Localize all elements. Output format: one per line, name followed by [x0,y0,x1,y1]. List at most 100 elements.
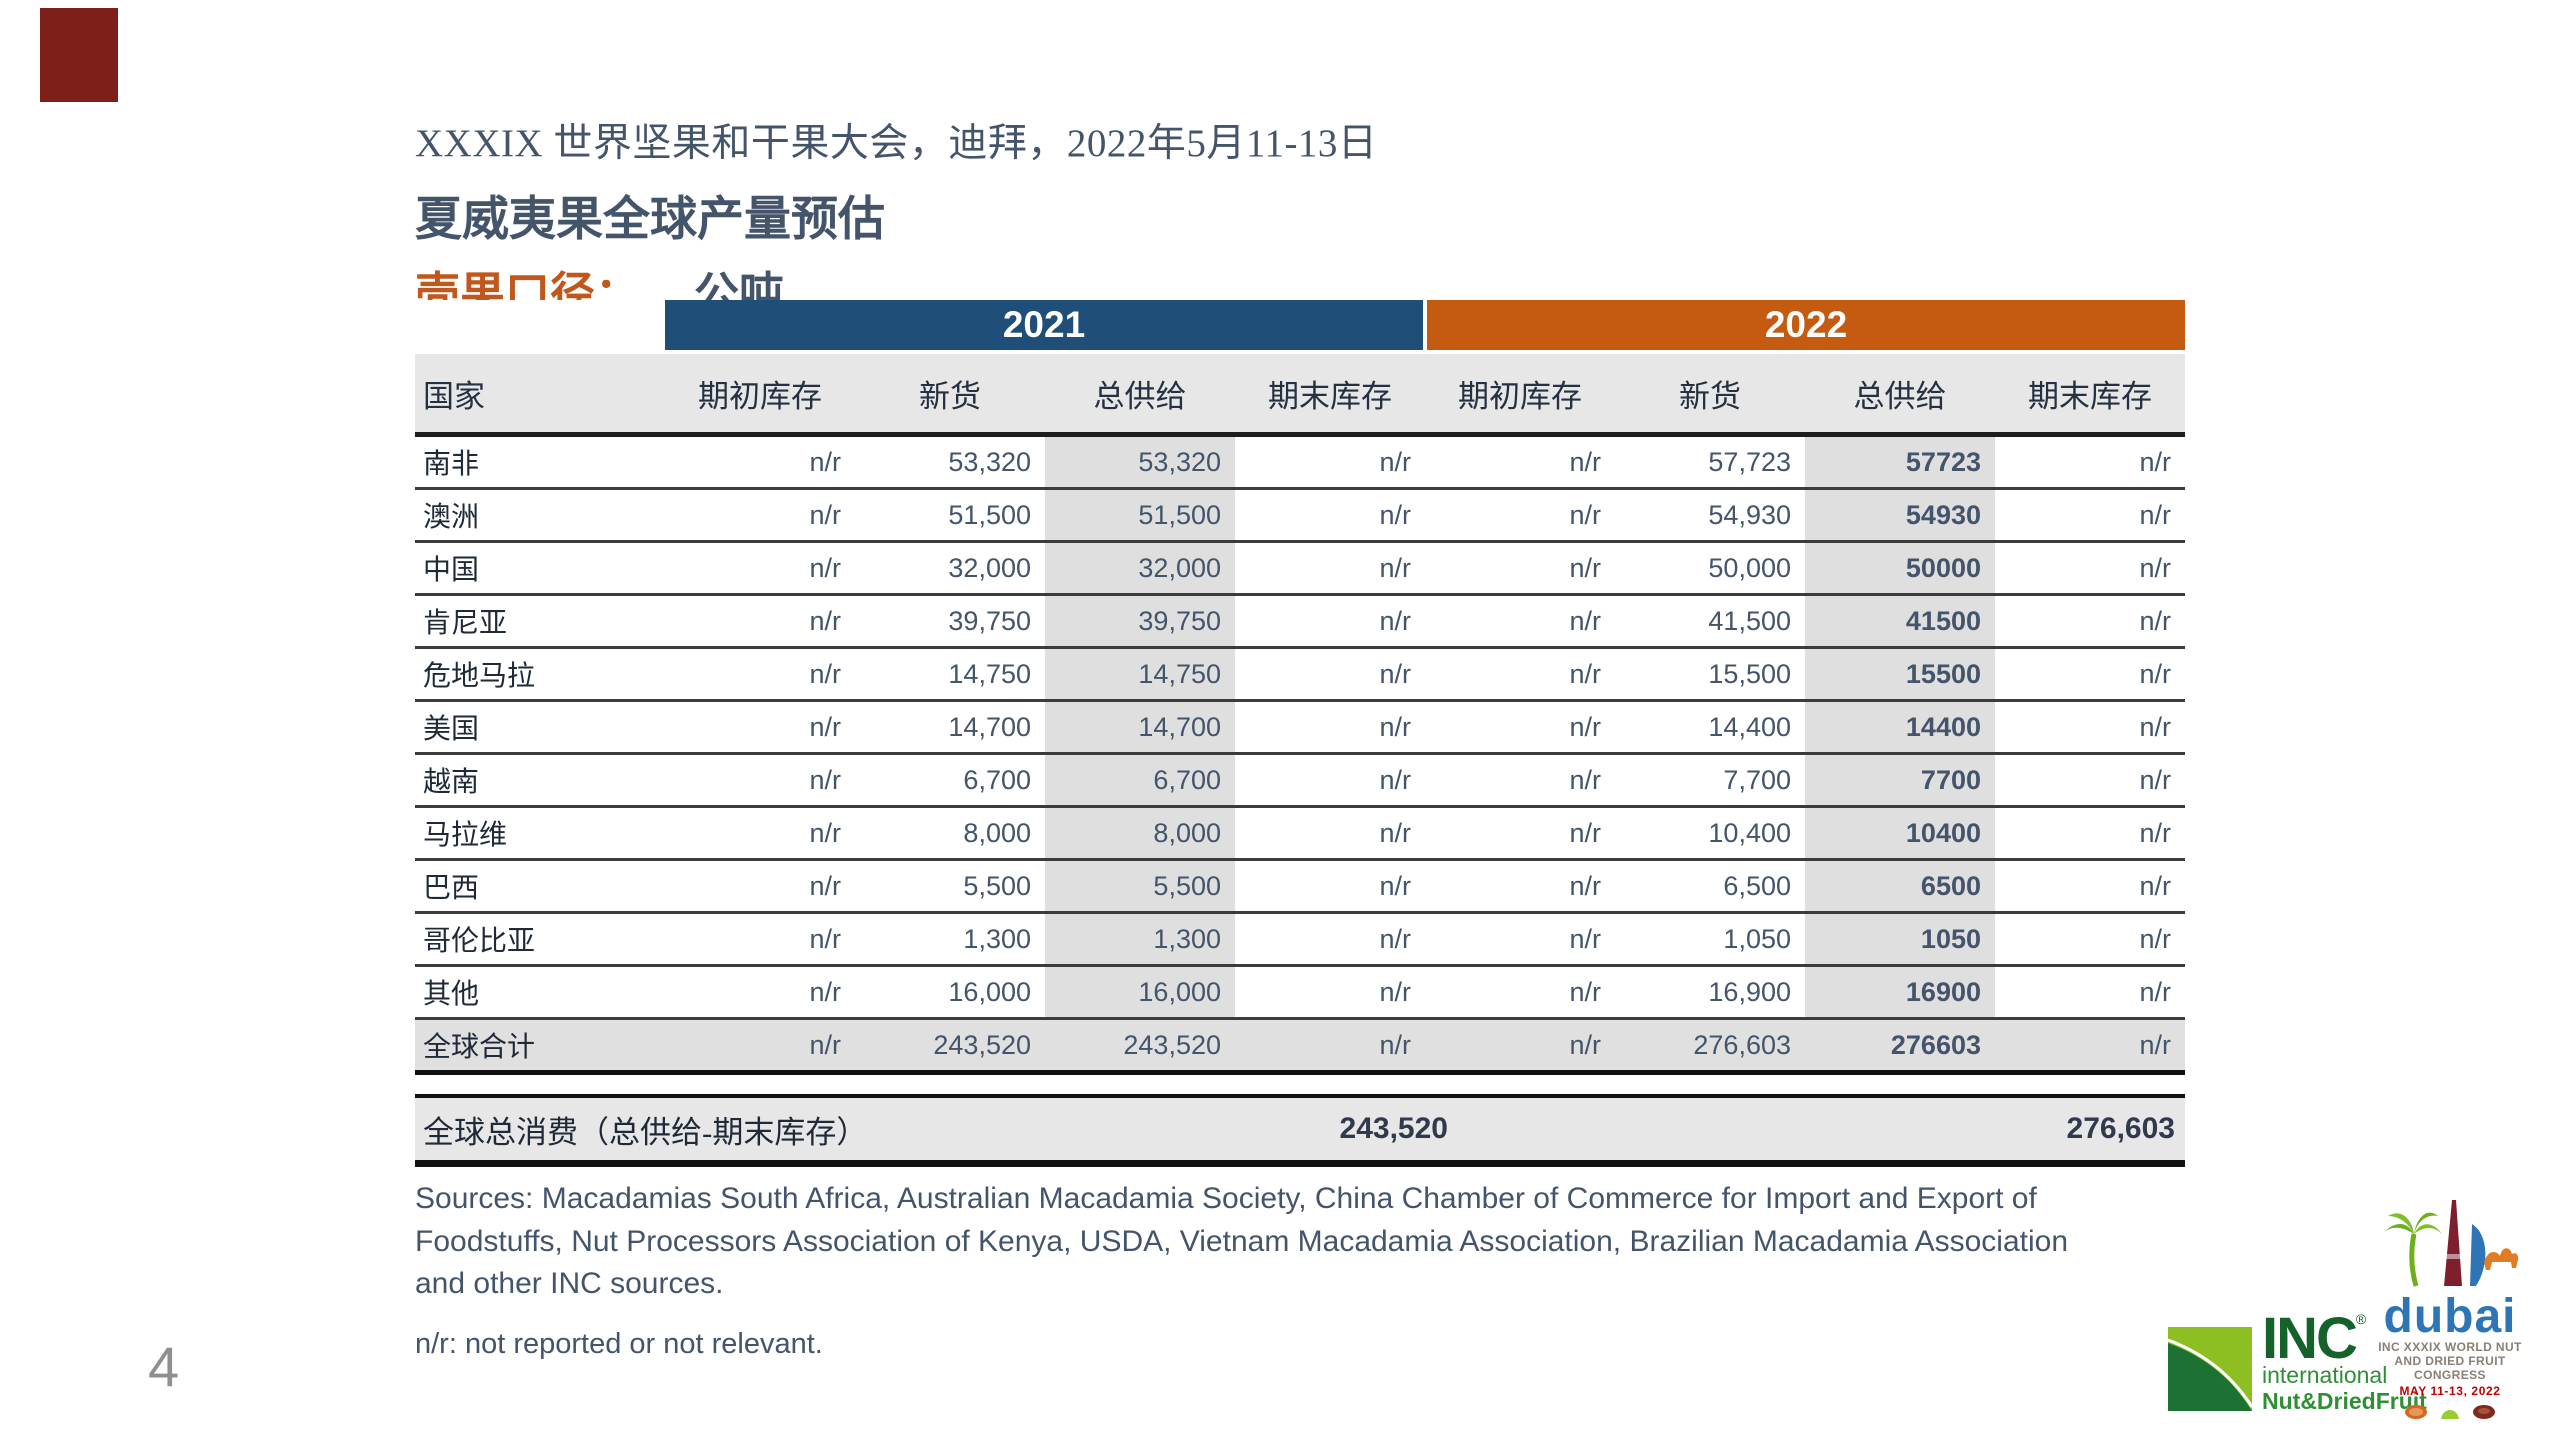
column-header: 总供给 [1045,350,1235,437]
value-cell: 1,050 [1615,912,1805,967]
value-cell: n/r [1995,965,2185,1020]
dubai-wordmark: dubai [2383,1290,2517,1344]
value-cell: 10,400 [1615,806,1805,861]
value-cell: n/r [1235,753,1425,808]
inc-acronym: INC® [2262,1306,2366,1371]
value-cell: 41,500 [1615,594,1805,649]
nut-icons [2368,1403,2532,1421]
value-cell: n/r [1425,434,1615,490]
value-cell: 54,930 [1615,488,1805,543]
value-cell: 6,500 [1615,859,1805,914]
value-cell: 8,000 [855,806,1045,861]
value-cell: 7700 [1805,753,1995,808]
table-row: 巴西 n/r 5,500 5,500 n/r n/r 6,500 6500 n/… [415,859,2185,914]
column-header-country: 国家 [415,350,665,437]
value-cell: n/r [665,647,855,702]
year-banner-row: 2021 2022 [415,300,2185,352]
value-cell: n/r [1235,541,1425,596]
country-cell: 巴西 [415,859,665,914]
value-cell: n/r [1995,541,2185,596]
value-cell: 41500 [1805,594,1995,649]
congress-name-line2: AND DRIED FRUIT CONGRESS [2394,1354,2506,1382]
value-cell: 5,500 [1045,859,1235,914]
value-cell: 14,700 [855,700,1045,755]
value-cell: 7,700 [1615,753,1805,808]
pistachio-icon [2441,1409,2459,1419]
country-cell: 肯尼亚 [415,594,665,649]
year-2021-banner: 2021 [665,300,1425,352]
inc-logo-text: INC® international Nut&DriedFruit [2262,1306,2427,1416]
table-row: 全球合计 n/r 243,520 243,520 n/r n/r 276,603… [415,1017,2185,1075]
value-cell: 243,520 [855,1017,1045,1075]
inc-logo: INC® international Nut&DriedFruit [2167,1306,2427,1416]
congress-name-line1: INC XXXIX WORLD NUT [2378,1340,2522,1355]
consumption-label: 全球总消费（总供给-期末库存） [423,1114,868,1150]
page-number: 4 [148,1335,180,1398]
value-cell: n/r [665,859,855,914]
value-cell: n/r [1425,1017,1615,1075]
value-cell: n/r [665,965,855,1020]
corner-accent-box [40,8,118,102]
table-row: 中国 n/r 32,000 32,000 n/r n/r 50,000 5000… [415,541,2185,596]
value-cell: n/r [665,434,855,490]
inc-logo-icon [2167,1326,2254,1416]
table-row: 肯尼亚 n/r 39,750 39,750 n/r n/r 41,500 415… [415,594,2185,649]
column-header: 总供给 [1805,350,1995,437]
country-cell: 澳洲 [415,488,665,543]
value-cell: n/r [1425,912,1615,967]
value-cell: 50000 [1805,541,1995,596]
value-cell: 1,300 [1045,912,1235,967]
inc-word-international: international [2262,1362,2388,1389]
column-header: 期初库存 [1425,350,1615,437]
value-cell: 10400 [1805,806,1995,861]
value-cell: n/r [665,753,855,808]
value-cell: n/r [1995,434,2185,490]
value-cell: 16,000 [855,965,1045,1020]
country-cell: 美国 [415,700,665,755]
value-cell: n/r [1235,859,1425,914]
dubai-skyline-icon [2368,1196,2532,1293]
country-cell: 全球合计 [415,1017,665,1075]
congress-title: XXXIX 世界坚果和干果大会，迪拜，2022年5月11-13日 [415,122,1378,165]
value-cell: 6,700 [855,753,1045,808]
value-cell: n/r [1425,541,1615,596]
value-cell: n/r [1995,700,2185,755]
table-row: 美国 n/r 14,700 14,700 n/r n/r 14,400 1440… [415,700,2185,755]
column-header-row: 国家 期初库存 新货 总供给 期末库存 期初库存 新货 总供给 期末库存 [415,350,2185,437]
value-cell: 8,000 [1045,806,1235,861]
column-header: 期末库存 [1235,350,1425,437]
slide-header: XXXIX 世界坚果和干果大会，迪拜，2022年5月11-13日 夏威夷果全球产… [415,112,1377,322]
value-cell: 276603 [1805,1017,1995,1075]
nr-footnote: n/r: not reported or not relevant. [415,1328,823,1360]
value-cell: n/r [1995,859,2185,914]
value-cell: 51,500 [1045,488,1235,543]
value-cell: n/r [1425,806,1615,861]
page-title: 夏威夷果全球产量预估 [415,194,885,246]
value-cell: 39,750 [855,594,1045,649]
value-cell: 57723 [1805,434,1995,490]
value-cell: 14400 [1805,700,1995,755]
value-cell: n/r [665,594,855,649]
value-cell: n/r [665,1017,855,1075]
inc-word-nutdriedfruit: Nut&DriedFruit [2262,1387,2427,1414]
value-cell: 53,320 [855,434,1045,490]
column-header: 期初库存 [665,350,855,437]
country-cell: 哥伦比亚 [415,912,665,967]
value-cell: n/r [1235,1017,1425,1075]
value-cell: 16900 [1805,965,1995,1020]
value-cell: n/r [1995,594,2185,649]
table-row: 南非 n/r 53,320 53,320 n/r n/r 57,723 5772… [415,434,2185,490]
value-cell: n/r [1235,965,1425,1020]
value-cell: 5,500 [855,859,1045,914]
value-cell: n/r [665,700,855,755]
value-cell: 14,750 [1045,647,1235,702]
value-cell: n/r [1995,1017,2185,1075]
value-cell: 39,750 [1045,594,1235,649]
value-cell: 1,300 [855,912,1045,967]
country-cell: 其他 [415,965,665,1020]
column-header: 新货 [1615,350,1805,437]
almond-icon [2405,1404,2427,1419]
value-cell: n/r [1425,965,1615,1020]
value-cell: n/r [665,541,855,596]
